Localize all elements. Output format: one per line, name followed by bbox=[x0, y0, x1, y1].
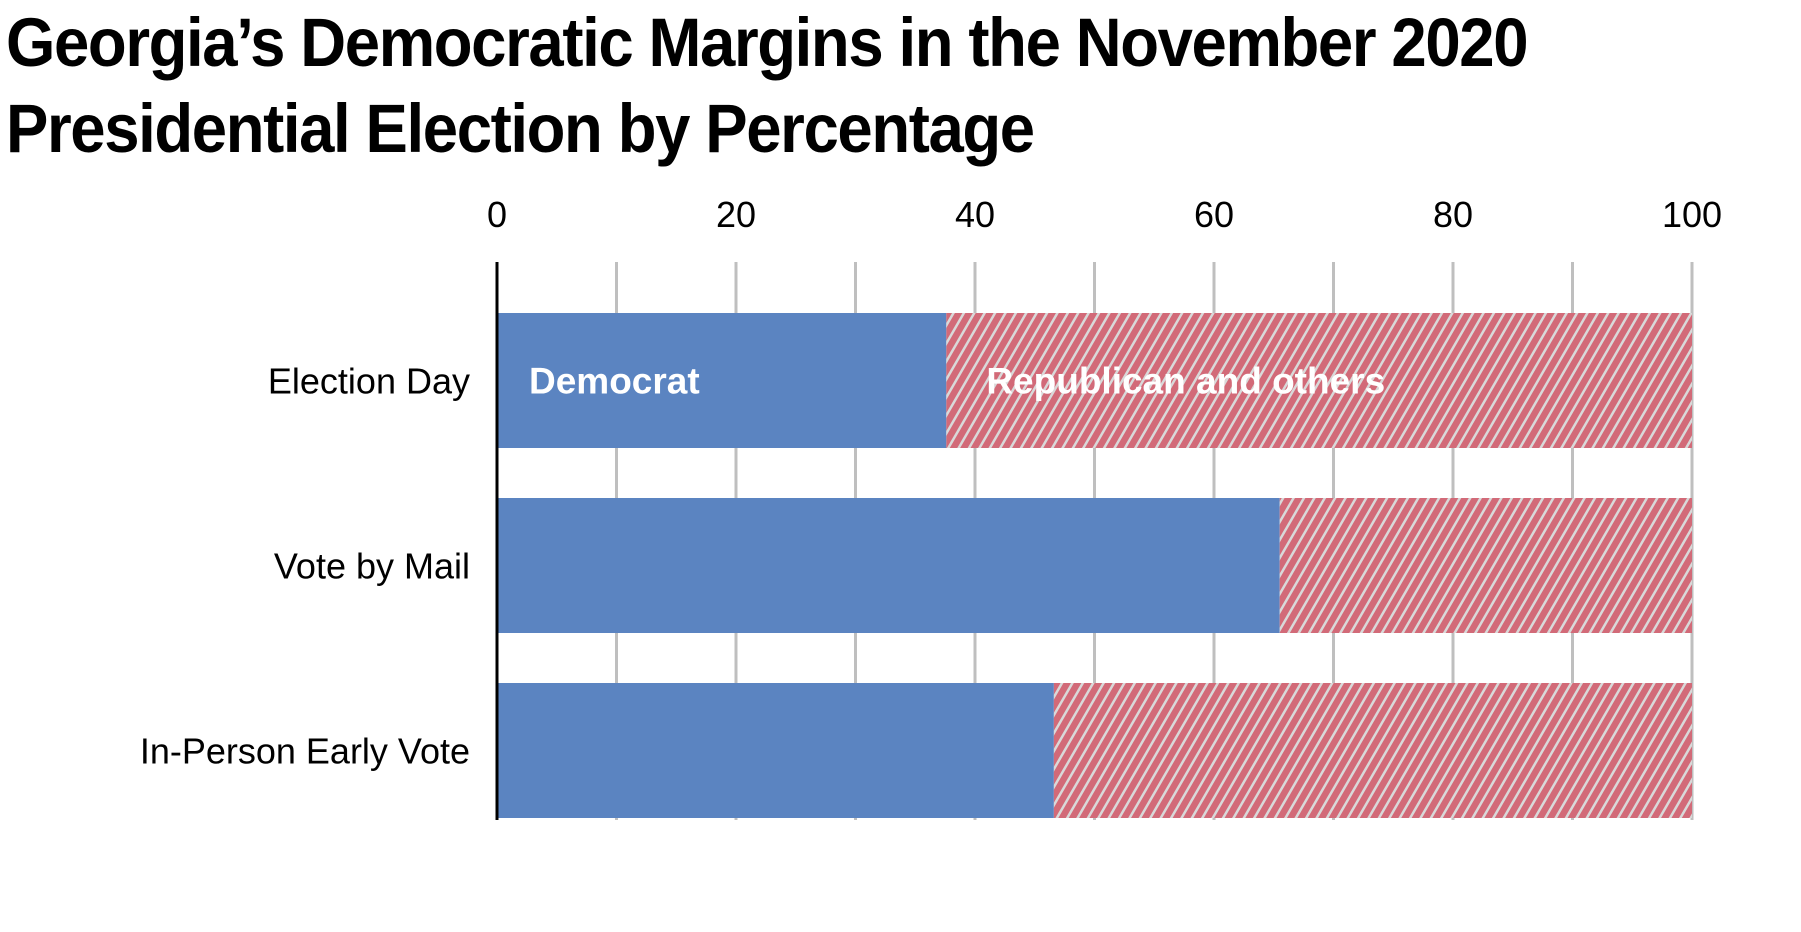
x-tick-label-0: 0 bbox=[487, 194, 507, 235]
category-label-1: Vote by Mail bbox=[274, 546, 470, 587]
category-label-2: In-Person Early Vote bbox=[140, 731, 470, 772]
bars bbox=[497, 313, 1692, 818]
category-label-0: Election Day bbox=[268, 361, 470, 402]
x-tick-label-20: 20 bbox=[716, 194, 756, 235]
x-tick-labels: 0 20 40 60 80 100 bbox=[487, 194, 1722, 235]
bar-1-republican-and-others bbox=[1279, 498, 1692, 633]
bar-0-republican-and-others bbox=[946, 313, 1692, 448]
x-tick-label-60: 60 bbox=[1194, 194, 1234, 235]
category-labels: Election Day Vote by Mail In-Person Early … bbox=[140, 361, 470, 772]
bar-0-democrat bbox=[497, 313, 947, 448]
chart-title-line-2: Presidential Election by Percentage bbox=[6, 90, 1035, 167]
x-tick-label-40: 40 bbox=[955, 194, 995, 235]
chart-title-line-1: Georgia’s Democratic Margins in the Nove… bbox=[6, 4, 1528, 81]
bar-2-democrat bbox=[497, 683, 1054, 818]
x-tick-label-80: 80 bbox=[1433, 194, 1473, 235]
x-tick-label-100: 100 bbox=[1662, 194, 1722, 235]
chart-title: Georgia’s Democratic Margins in the Nove… bbox=[6, 0, 1644, 172]
series-label-republican-and-others: Republican and others bbox=[986, 361, 1385, 402]
series-label-democrat: Democrat bbox=[529, 361, 700, 402]
bar-2-republican-and-others bbox=[1053, 683, 1692, 818]
bar-1-democrat bbox=[497, 498, 1280, 633]
series-labels: Democrat Republican and others bbox=[529, 361, 1385, 402]
